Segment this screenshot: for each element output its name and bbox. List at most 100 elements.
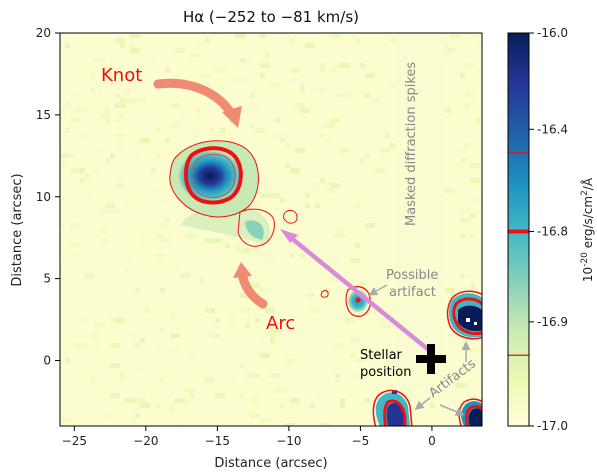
noise-pixel [75,343,85,348]
x-tick-label: −15 [205,434,230,448]
noise-pixel [270,333,275,338]
noise-pixel [70,168,80,173]
noise-pixel [135,288,140,293]
noise-pixel [340,33,345,38]
noise-pixel [160,238,170,243]
noise-pixel [60,258,70,263]
noise-pixel [460,158,465,163]
noise-pixel [340,398,345,403]
noise-pixel [470,33,475,38]
noise-pixel [115,318,125,323]
noise-pixel [140,338,145,343]
noise-pixel [380,323,390,328]
noise-pixel [225,138,235,143]
noise-pixel [200,73,210,78]
noise-pixel [175,263,180,268]
noise-pixel [465,103,470,108]
colorbar-contour-markers [508,152,529,356]
noise-pixel [350,353,355,358]
noise-pixel [65,43,70,48]
noise-pixel [260,418,270,423]
noise-pixel [315,393,320,398]
colorbar-ticks: -16.0 -16.4 -16.8 -16.9 -17.0 [529,26,568,433]
noise-pixel [155,403,160,408]
noise-pixel [285,423,295,426]
noise-pixel [175,398,185,403]
knot-core [178,150,242,202]
noise-pixel [250,413,260,418]
noise-pixel [315,183,320,188]
noise-pixel [60,153,70,158]
noise-pixel [245,323,250,328]
noise-pixel [185,388,195,393]
noise-pixel [130,43,135,48]
noise-pixel [470,213,475,218]
noise-pixel [240,293,250,298]
noise-pixel [115,183,125,188]
knot-label: Knot [101,65,142,86]
noise-pixel [365,93,370,98]
noise-pixel [460,73,465,78]
noise-pixel [470,163,480,168]
noise-pixel [365,223,375,228]
noise-pixel [275,118,280,123]
stellar-position-label-2: position [360,365,412,380]
artifact-pixel [466,318,470,322]
noise-pixel [255,318,260,323]
noise-pixel [65,103,70,108]
noise-pixel [390,83,395,88]
y-axis: 0 5 10 15 20 [36,26,60,368]
noise-pixel [325,288,330,293]
noise-pixel [180,423,185,426]
noise-pixel [245,248,250,253]
noise-pixel [475,118,480,123]
noise-pixel [260,288,270,293]
noise-pixel [265,183,270,188]
noise-pixel [270,193,280,198]
noise-pixel [430,403,435,408]
colorbar-tick-label: -16.8 [537,224,568,238]
noise-pixel [305,83,310,88]
noise-pixel [95,323,105,328]
noise-pixel [460,208,470,213]
noise-pixel [165,218,170,223]
noise-pixel [360,158,365,163]
noise-pixel [265,298,270,303]
noise-pixel [330,68,335,73]
noise-pixel [410,408,415,413]
noise-pixel [320,133,325,138]
noise-pixel [260,353,270,358]
noise-pixel [155,253,165,258]
noise-pixel [290,38,295,43]
noise-pixel [170,333,180,338]
noise-pixel [70,253,80,258]
noise-pixel [275,133,285,138]
noise-pixel [460,218,470,223]
noise-pixel [325,73,330,78]
noise-pixel [365,153,370,158]
noise-pixel [155,153,160,158]
noise-pixel [335,33,340,38]
noise-pixel [380,148,390,153]
noise-pixel [135,343,140,348]
noise-pixel [265,253,270,258]
noise-pixel [195,43,200,48]
noise-pixel [100,113,110,118]
artifact-pointer-left [414,397,431,410]
noise-pixel [105,158,110,163]
noise-pixel [295,148,305,153]
y-tick-label: 15 [36,108,51,122]
y-tick-label: 20 [36,26,51,40]
noise-pixel [110,153,115,158]
artifact-pixel [392,390,397,394]
noise-pixel [270,208,280,213]
noise-pixel [250,103,260,108]
noise-pixel [280,403,285,408]
contour-speck [320,290,329,298]
noise-pixel [80,318,85,323]
noise-pixel [210,408,215,413]
noise-pixel [285,358,295,363]
noise-pixel [70,223,80,228]
noise-pixel [290,68,300,73]
